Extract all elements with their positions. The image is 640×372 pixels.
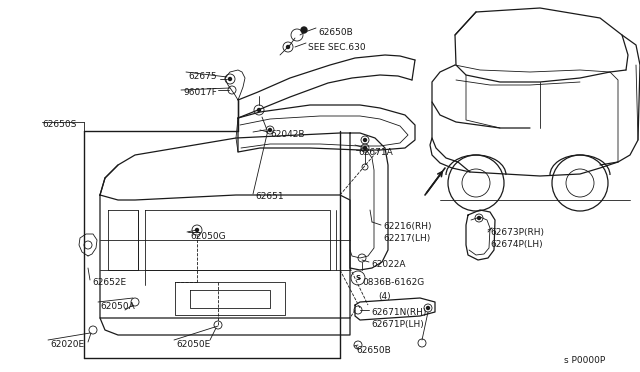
Text: 62651: 62651	[255, 192, 284, 201]
Text: 0836B-6162G: 0836B-6162G	[362, 278, 424, 287]
Circle shape	[477, 217, 481, 219]
Circle shape	[287, 45, 289, 48]
Text: 62050E: 62050E	[176, 340, 211, 349]
Circle shape	[269, 128, 271, 131]
Text: 62650B: 62650B	[318, 28, 353, 37]
Text: 62216(RH): 62216(RH)	[383, 222, 431, 231]
Circle shape	[364, 147, 367, 150]
Text: 62652E: 62652E	[92, 278, 126, 287]
Circle shape	[301, 27, 307, 33]
Text: S: S	[355, 275, 360, 281]
Text: 62217(LH): 62217(LH)	[383, 234, 430, 243]
Text: 62671P(LH): 62671P(LH)	[371, 320, 424, 329]
Text: 62042B: 62042B	[270, 130, 305, 139]
Text: s P0000P: s P0000P	[564, 356, 605, 365]
Text: 62674P(LH): 62674P(LH)	[490, 240, 543, 249]
Circle shape	[257, 109, 260, 112]
Text: 62050G: 62050G	[190, 232, 226, 241]
Text: 62673P(RH): 62673P(RH)	[490, 228, 544, 237]
Text: 62022A: 62022A	[371, 260, 406, 269]
Circle shape	[364, 138, 367, 141]
Circle shape	[426, 307, 429, 310]
Text: 96017F: 96017F	[183, 88, 217, 97]
Text: SEE SEC.630: SEE SEC.630	[308, 43, 365, 52]
Text: 62675: 62675	[188, 72, 216, 81]
Circle shape	[195, 228, 198, 231]
Text: 62671A: 62671A	[358, 148, 393, 157]
Text: 62671N(RH): 62671N(RH)	[371, 308, 426, 317]
Text: 62650B: 62650B	[356, 346, 391, 355]
Text: 62650S: 62650S	[42, 120, 76, 129]
Text: 62020E: 62020E	[50, 340, 84, 349]
Circle shape	[228, 77, 232, 80]
Text: (4): (4)	[378, 292, 390, 301]
Text: 62050A: 62050A	[100, 302, 135, 311]
